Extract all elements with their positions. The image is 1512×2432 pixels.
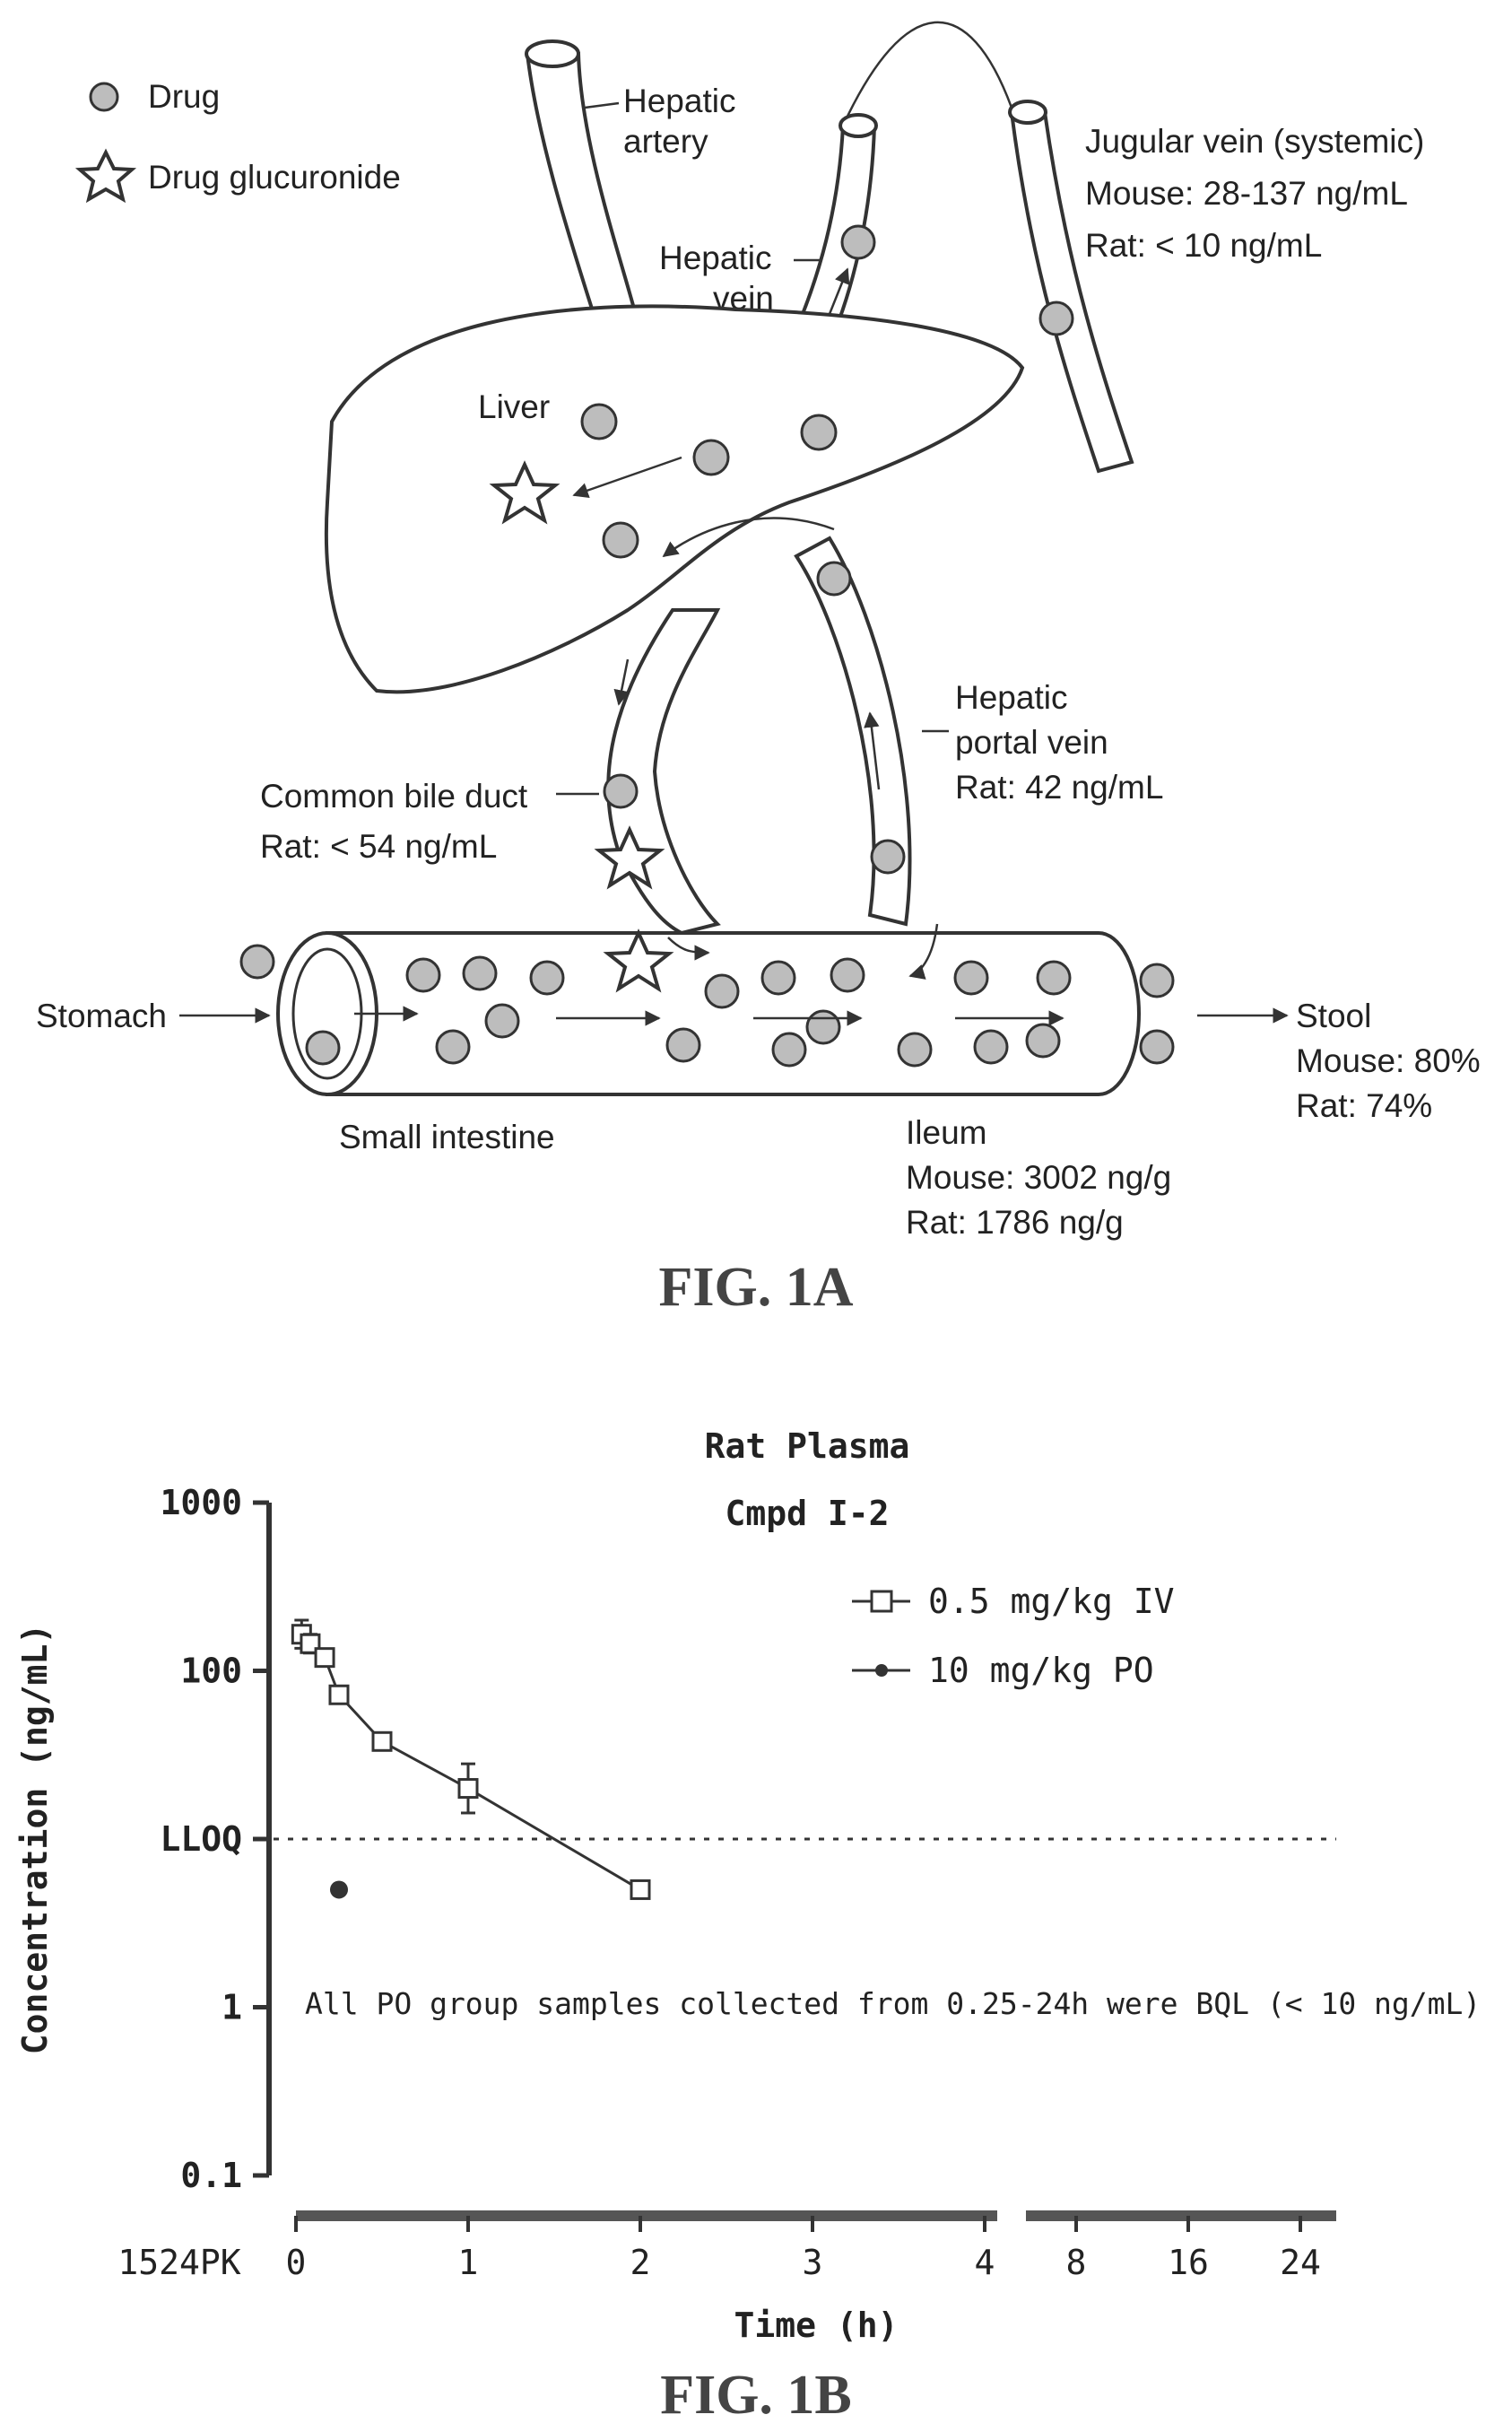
iv-point-5 [459,1780,477,1798]
hepatic-artery-label-1: Hepatic [623,83,735,119]
x-tick-label-6: 16 [1168,2243,1209,2282]
jugular-label-3: Rat: < 10 ng/mL [1085,227,1322,264]
portal-label-1: Hepatic [955,679,1067,716]
stomach-label: Stomach [36,998,167,1034]
legend-series-iv: 0.5 mg/kg IV [928,1582,1175,1621]
legend-1a: Drug Drug glucuronide [80,78,401,199]
y-tick-label-3: 1 [222,1988,242,2027]
y-tick-label-0: 1000 [160,1483,242,1522]
bile-duct-label-1: Common bile duct [260,778,528,815]
y-tick-label-1: 100 [180,1652,242,1691]
x-tick-label-2: 2 [630,2243,651,2282]
bql-note: All PO group samples collected from 0.25… [305,1986,1481,2021]
po-point-0 [330,1880,348,1898]
small-intestine [278,924,1139,1094]
iv-series-line [301,1634,640,1890]
common-bile-duct [599,610,717,933]
ileum-label-2: Mouse: 3002 ng/g [906,1159,1171,1196]
chart-subtitle: Cmpd I-2 [725,1494,889,1533]
y-tick-label-4: 0.1 [180,2156,242,2195]
portal-label-2: portal vein [955,724,1108,761]
legend-glucuronide-label: Drug glucuronide [148,159,401,196]
drug-legend-icon [91,83,117,110]
jugular-label-2: Mouse: 28-137 ng/mL [1085,175,1408,212]
bile-duct-label-2: Rat: < 54 ng/mL [260,828,497,865]
x-axis-label: Time (h) [734,2306,898,2345]
x-tick-label-1: 1 [458,2243,479,2282]
glucuronide-legend-icon [80,153,132,199]
systemic-loop [843,22,1012,126]
hepatic-artery [526,41,637,323]
x-tick-label-7: 24 [1280,2243,1321,2282]
chart-legend: 0.5 mg/kg IV 10 mg/kg PO [852,1582,1175,1690]
x-tick-label-5: 8 [1066,2243,1087,2282]
iv-point-4 [373,1732,391,1750]
hepatic-vein-label-1: Hepatic [659,240,771,276]
x-tick-label-0: 0 [286,2243,307,2282]
ileum-label-3: Rat: 1786 ng/g [906,1204,1124,1241]
stool-label-2: Mouse: 80% [1296,1042,1481,1079]
y-tick-label-2: LLOQ [160,1819,242,1859]
fig-1a-diagram: Drug Drug glucuronide Hepatic artery Hep… [36,22,1481,1318]
legend-series-po: 10 mg/kg PO [928,1651,1154,1690]
liver-label: Liver [478,388,550,425]
fig-1b-chart: Rat Plasma Cmpd I-2 1000 100 LLOQ 1 0.1 0 1 2 3… [15,1426,1481,2426]
x-tick-label-3: 3 [803,2243,823,2282]
jugular-label-1: Jugular vein (systemic) [1085,123,1424,160]
stool-label-3: Rat: 74% [1296,1087,1432,1124]
iv-point-3 [330,1686,348,1704]
chart-title: Rat Plasma [705,1426,910,1466]
small-intestine-label: Small intestine [339,1119,555,1155]
x-tick-label-4: 4 [975,2243,995,2282]
fig-1a-caption: FIG. 1A [659,1257,854,1318]
stool-label-1: Stool [1296,998,1371,1034]
y-axis-label: Concentration (ng/mL) [15,1624,55,2054]
legend-drug-label: Drug [148,78,220,115]
iv-point-6 [631,1880,649,1898]
legend-square-icon [872,1591,891,1611]
hepatic-artery-label-2: artery [623,123,708,160]
iv-point-2 [316,1649,334,1667]
legend-dot-icon [875,1664,888,1677]
ileum-label-1: Ileum [906,1114,986,1151]
fig-1b-caption: FIG. 1B [660,2365,852,2426]
portal-label-3: Rat: 42 ng/mL [955,769,1163,806]
hepatic-portal-vein [796,538,909,924]
corner-label: 1524PK [117,2243,240,2282]
